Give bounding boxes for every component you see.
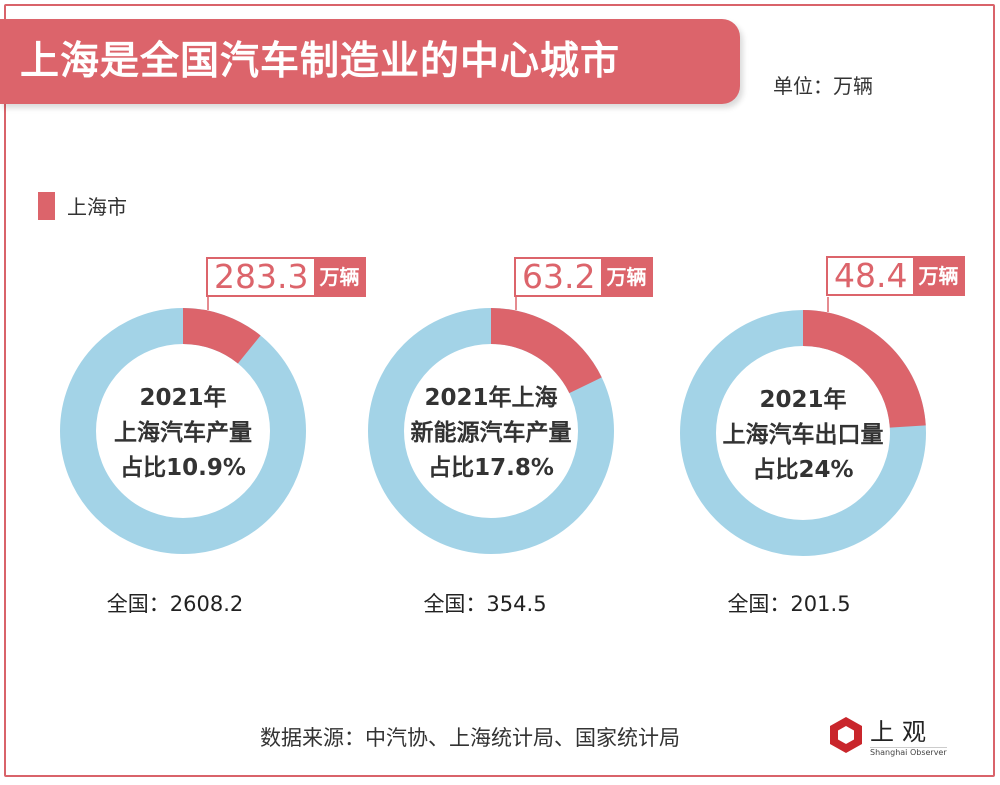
center-text-2: 2021年上海汽车出口量 占比24%: [693, 383, 913, 488]
center-text-0: 2021年上海汽车产量 占比10.9%: [73, 381, 293, 486]
national-total-2: 全国：201.5: [727, 592, 851, 616]
logo-name: 上观: [870, 718, 934, 746]
unit-label: 单位：万辆: [773, 74, 873, 98]
legend: 上海市: [38, 191, 127, 220]
legend-swatch: [38, 191, 55, 220]
legend-label: 上海市: [67, 195, 127, 219]
center-line: 2021年: [759, 387, 847, 413]
value-label-2: 48.4 万辆: [826, 256, 966, 296]
center-line: 2021年: [139, 385, 227, 411]
value-unit: 万辆: [918, 264, 959, 288]
center-line: 上海汽车出口量: [722, 422, 884, 448]
value-number: 283.3: [208, 259, 315, 295]
national-total-0: 全国：2608.2: [106, 592, 244, 616]
value-number: 48.4: [828, 258, 914, 294]
page-title: 上海是全国汽车制造业的中心城市: [0, 19, 740, 104]
center-line: 上海汽车产量: [114, 420, 252, 446]
donut-shanghai-slice-0: [183, 308, 261, 364]
value-unit: 万辆: [606, 265, 647, 289]
source-note: 数据来源：中汽协、上海统计局、国家统计局: [260, 726, 680, 750]
center-line: 新能源汽车产量: [410, 420, 572, 446]
value-unit: 万辆: [319, 265, 360, 289]
logo: 上观 Shanghai Observer: [826, 712, 947, 757]
national-total-1: 全国：354.5: [423, 592, 547, 616]
logo-icon: [830, 716, 862, 753]
value-label-0: 283.3 万辆: [206, 257, 367, 297]
center-line: 2021年上海: [424, 385, 558, 411]
value-label-1: 63.2 万辆: [514, 257, 654, 297]
donut-shanghai-slice-1: [491, 308, 602, 394]
logo-subtitle: Shanghai Observer: [870, 747, 947, 757]
frame: [4, 4, 995, 777]
center-line: 占比17.8%: [428, 455, 554, 481]
donut-shanghai-slice-2: [803, 310, 926, 428]
center-line: 占比10.9%: [120, 455, 246, 481]
center-text-1: 2021年上海 新能源汽车产量 占比17.8%: [381, 381, 601, 486]
center-line: 占比24%: [752, 457, 854, 483]
value-number: 63.2: [516, 259, 602, 295]
